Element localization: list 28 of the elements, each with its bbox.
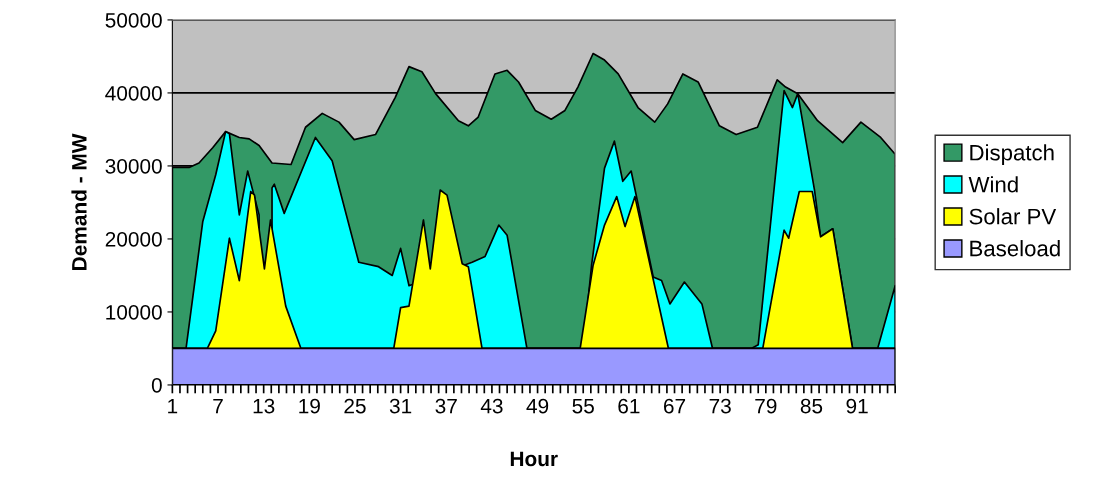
legend-label: Baseload [970,240,1060,257]
x-tick-label: 55 [572,398,594,414]
x-tick-label: 91 [846,398,868,414]
y-axis-title: Demand - MW [71,133,87,270]
x-tick-label: 7 [213,398,223,414]
legend-label: Solar PV [969,208,1057,225]
x-tick-label: 25 [344,398,366,414]
y-tick-label: 40000 [105,85,162,101]
legend-label: Wind [968,176,1018,193]
x-tick-label: 79 [755,398,777,414]
x-tick-label: 67 [663,398,686,414]
x-tick-label: 31 [389,398,412,414]
x-tick-label: 19 [299,398,320,414]
x-tick-label: 61 [618,398,640,414]
x-tick-label: 43 [480,398,503,414]
y-tick-label: 20000 [105,231,162,247]
x-tick-label: 13 [253,398,275,414]
x-tick-label: 73 [709,398,731,414]
x-tick-label: 49 [526,398,549,414]
legend-label: Dispatch [970,144,1054,165]
y-tick-label: 0 [151,377,162,393]
y-tick-label: 50000 [105,12,162,28]
x-tick-label: 1 [168,398,178,414]
x-tick-label: 85 [800,398,823,414]
x-axis-title: Hour [510,451,558,467]
y-tick-label: 10000 [106,304,162,320]
y-tick-label: 30000 [105,158,162,174]
x-tick-label: 37 [435,398,457,414]
